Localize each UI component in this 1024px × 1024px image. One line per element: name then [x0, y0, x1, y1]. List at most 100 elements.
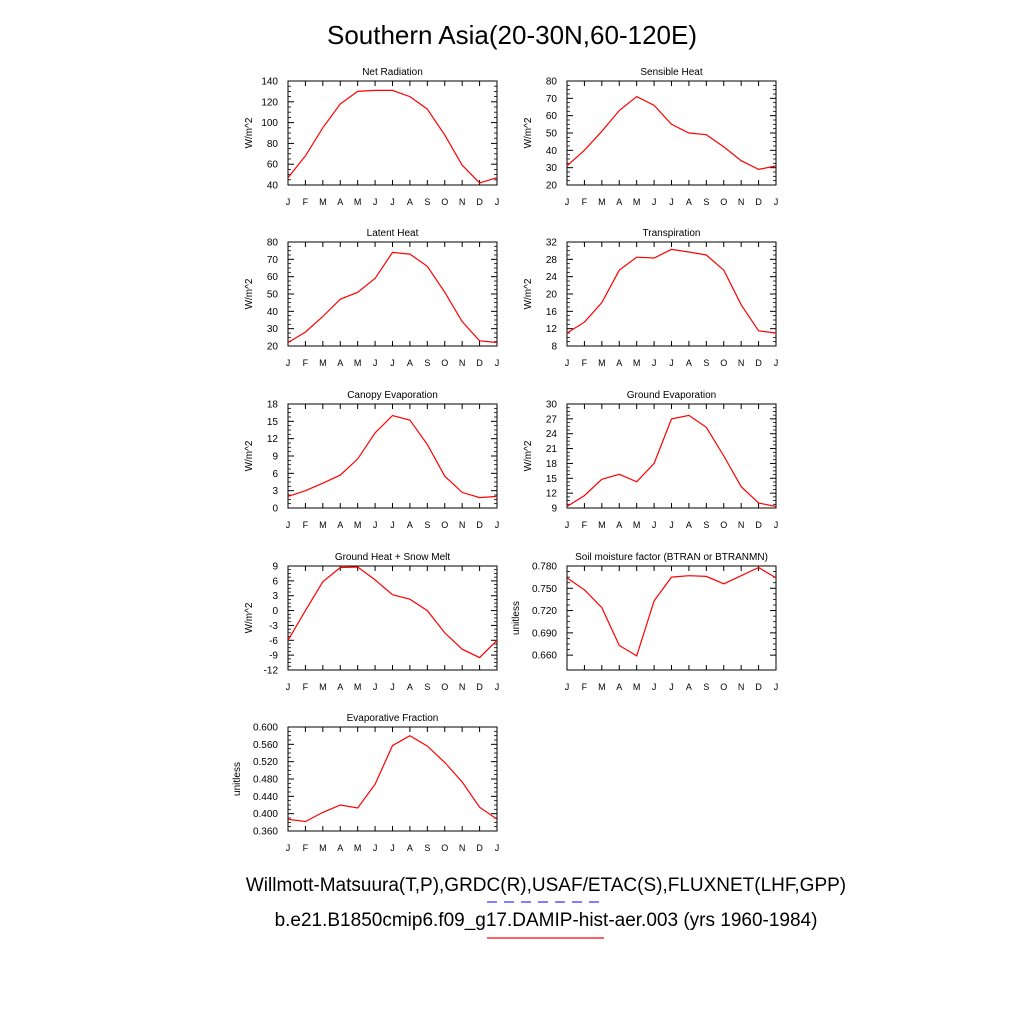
x-tick-label: O [441, 358, 448, 368]
x-tick-label: J [390, 682, 395, 692]
x-tick-label: S [424, 843, 430, 853]
x-tick-label: N [459, 358, 466, 368]
y-tick-label: 9 [551, 504, 557, 515]
y-axis-label: unitless [511, 601, 522, 635]
y-tick-label: 0.720 [532, 606, 557, 617]
x-tick-label: A [337, 197, 343, 207]
x-tick-label: O [441, 520, 448, 530]
y-tick-label: 40 [267, 181, 279, 192]
y-tick-label: 18 [546, 459, 558, 470]
y-tick-label: 18 [267, 400, 279, 411]
x-tick-label: F [582, 520, 588, 530]
x-tick-label: A [686, 197, 692, 207]
series-line [566, 95, 777, 171]
x-tick-label: J [390, 520, 395, 530]
x-tick-label: J [373, 520, 378, 530]
chart-title: Evaporative Fraction [347, 713, 439, 724]
x-tick-label: A [686, 358, 692, 368]
x-tick-label: M [598, 197, 606, 207]
y-tick-label: 20 [267, 342, 279, 353]
x-tick-label: J [390, 358, 395, 368]
y-tick-label: 50 [267, 290, 279, 301]
x-tick-label: A [686, 520, 692, 530]
x-tick-label: F [582, 682, 588, 692]
y-tick-label: 24 [546, 429, 558, 440]
plot-frame [566, 241, 777, 347]
y-tick-label: 80 [267, 238, 279, 249]
chart-title: Net Radiation [362, 67, 423, 78]
x-tick-label: O [441, 197, 448, 207]
x-tick-label: J [774, 682, 779, 692]
y-tick-label: 70 [267, 255, 279, 266]
x-tick-label: M [319, 520, 327, 530]
y-axis-label: W/m^2 [523, 278, 534, 309]
y-axis-label: W/m^2 [244, 440, 255, 471]
series-line [287, 735, 498, 823]
x-tick-label: A [616, 682, 622, 692]
series-line [566, 248, 777, 334]
y-tick-label: 28 [546, 255, 558, 266]
y-tick-label: 6 [272, 469, 278, 480]
x-tick-label: F [303, 843, 309, 853]
x-tick-label: M [633, 197, 641, 207]
x-tick-label: M [354, 358, 362, 368]
x-tick-label: J [669, 358, 674, 368]
x-tick-label: N [459, 520, 466, 530]
series-line [287, 414, 498, 499]
x-tick-label: M [354, 843, 362, 853]
x-tick-label: O [720, 197, 727, 207]
y-tick-label: 15 [267, 417, 279, 428]
y-tick-label: 40 [267, 307, 279, 318]
x-tick-label: D [476, 843, 483, 853]
x-tick-label: M [354, 682, 362, 692]
y-tick-label: 9 [272, 562, 278, 573]
chart-title: Ground Evaporation [627, 390, 717, 401]
x-tick-label: O [720, 520, 727, 530]
x-tick-label: J [495, 682, 500, 692]
plot-frame [287, 403, 498, 509]
y-tick-label: 0.480 [253, 775, 278, 786]
x-tick-label: M [319, 197, 327, 207]
x-tick-label: A [407, 520, 413, 530]
x-tick-label: M [319, 682, 327, 692]
x-tick-label: F [582, 197, 588, 207]
plot-frame [287, 565, 498, 671]
x-tick-label: J [565, 682, 570, 692]
y-tick-label: 27 [546, 414, 558, 425]
x-tick-label: A [407, 197, 413, 207]
x-tick-label: N [738, 197, 745, 207]
y-tick-label: 21 [546, 444, 558, 455]
x-tick-label: J [286, 197, 291, 207]
plot-frame [287, 726, 498, 832]
x-tick-label: S [703, 520, 709, 530]
legend-label-observations: Willmott-Matsuura(T,P),GRDC(R),USAF/ETAC… [246, 875, 846, 896]
x-tick-label: J [565, 358, 570, 368]
x-tick-label: J [390, 197, 395, 207]
x-tick-label: S [703, 358, 709, 368]
x-tick-label: D [755, 520, 762, 530]
y-axis-label: unitless [232, 762, 243, 796]
y-tick-label: 0.690 [532, 628, 557, 639]
chart-soil-moisture-factor-btran-or-btranmn: Soil moisture factor (BTRAN or BTRANMN) J… [511, 552, 778, 692]
x-tick-label: M [633, 358, 641, 368]
x-tick-label: D [476, 682, 483, 692]
y-tick-label: 50 [546, 129, 558, 140]
x-tick-label: J [373, 682, 378, 692]
x-tick-label: J [495, 843, 500, 853]
x-tick-label: F [303, 520, 309, 530]
x-tick-label: M [354, 197, 362, 207]
y-tick-label: 16 [546, 307, 558, 318]
x-tick-label: J [669, 197, 674, 207]
x-tick-label: N [738, 520, 745, 530]
chart-title: Latent Heat [367, 228, 419, 239]
x-tick-label: J [390, 843, 395, 853]
x-tick-label: S [424, 520, 430, 530]
y-tick-label: 0.660 [532, 651, 557, 662]
y-tick-label: 8 [551, 342, 557, 353]
x-tick-label: A [407, 682, 413, 692]
y-tick-label: -3 [269, 621, 278, 632]
x-tick-label: J [774, 358, 779, 368]
